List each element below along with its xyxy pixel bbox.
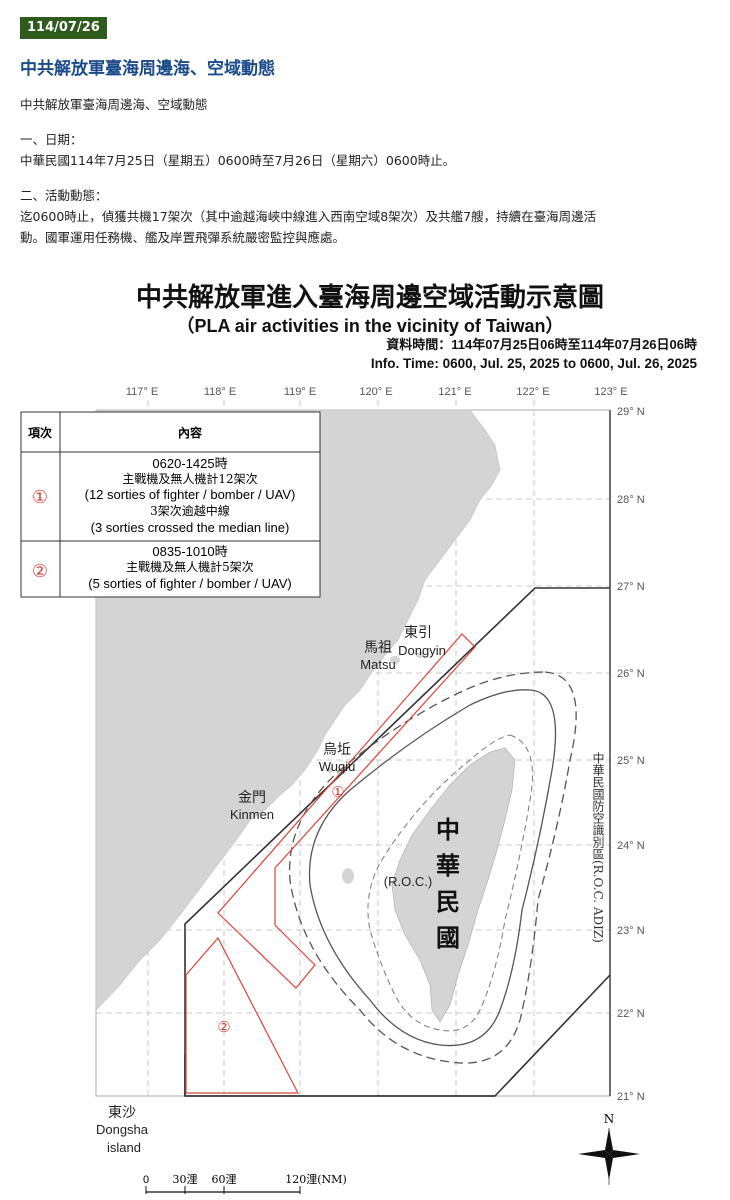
flight-area-1 [217,633,476,989]
roc-name-vertical: 中 華 民 國 [436,815,460,952]
dongsha-label-island: island [107,1140,141,1155]
legend-row1-zh2: 3架次逾越中線 [150,503,230,518]
roc-label-en: (R.O.C.) [384,874,432,889]
lat-label: 28° N [617,494,645,506]
taiwan-island [391,747,516,1023]
scale-label: 30浬 [173,1173,198,1186]
lat-label: 27° N [617,581,645,593]
lon-label: 120° E [359,386,392,398]
flight-area-2 [185,936,299,1094]
roc-char: 中 [436,815,460,844]
date-badge: 114/07/26 [20,17,107,39]
latitude-labels: 29° N 28° N 27° N 26° N 25° N 24° N 23° … [617,406,645,1103]
longitude-labels: 117° E 118° E 119° E 120° E 121° E 122° … [126,386,628,398]
matsu-label-en: Matsu [360,657,395,672]
roc-char: 國 [436,923,460,952]
north-compass-icon: N [578,1112,640,1185]
adiz-label: 中華民國防空識別區(R.O.C. ADIZ) [591,751,605,943]
date-heading: 一、日期： [20,132,83,147]
flight-area-2-marker: ② [217,1018,230,1036]
dongyin-label-zh: 東引 [404,625,432,641]
lon-label: 118° E [204,386,236,398]
activity-text-line2: 動。國軍運用任務機、艦及岸置飛彈系統嚴密監控與應處。 [20,230,346,245]
wuqiu-label-en: Wuqiu [319,759,356,774]
zone-lines [184,410,611,1097]
roc-char: 民 [436,887,460,916]
dongsha-label-zh: 東沙 [108,1105,136,1121]
legend-row1-en2: (3 sorties crossed the median line) [91,520,290,535]
lon-label: 119° E [284,386,316,398]
flight-area-1-marker: ① [331,783,344,801]
page-title: 中共解放軍臺海周邊海、空域動態 [20,59,275,79]
map-info-time-en: Info. Time: 0600, Jul. 25, 2025 to 0600,… [371,356,698,371]
map-info-time-zh: 資料時間：114年07月25日06時至114年07月26日06時 [386,337,697,352]
coastal-islands [233,652,424,824]
dongsha-label-en: Dongsha [96,1122,149,1137]
lon-label: 121° E [438,386,471,398]
lat-label: 29° N [617,406,645,418]
compass-north-label: N [604,1112,615,1126]
lat-label: 26° N [617,668,645,680]
flight-areas [185,633,476,1094]
legend-row1-en: (12 sorties of fighter / bomber / UAV) [85,487,296,502]
lat-label: 24° N [617,840,645,852]
matsu-label-zh: 馬祖 [364,640,392,656]
kinmen-label-en: Kinmen [230,807,274,822]
legend-table: 項次 內容 ① 0620-1425時 主戰機及無人機計12架次 (12 sort… [20,411,321,598]
map-title-zh: 中共解放軍進入臺海周邊空域活動示意圖 [136,282,604,313]
lat-label: 21° N [617,1091,645,1103]
kinmen-label-zh: 金門 [238,790,266,806]
roc-char: 華 [436,851,460,880]
legend-row1-zh: 主戰機及無人機計12架次 [122,471,257,486]
scale-label: 120浬(NM) [285,1173,346,1186]
scale-label: 60浬 [212,1173,237,1186]
lon-label: 123° E [594,386,627,398]
lat-label: 25° N [617,755,645,767]
date-text: 中華民國114年7月25日（星期五）0600時至7月26日（星期六）0600時止… [20,153,456,168]
legend-row2-zh: 主戰機及無人機計5架次 [126,559,254,574]
lat-label: 22° N [617,1008,645,1020]
dongyin-label-en: Dongyin [398,643,446,658]
place-labels: 東引 Dongyin 馬祖 Matsu 烏坵 Wuqiu 金門 Kinmen (… [96,625,446,1155]
scale-label: 0 [143,1174,149,1186]
scale-bar: 0 30浬 60浬 120浬(NM) [143,1173,347,1194]
wuqiu-label-zh: 烏坵 [323,741,351,758]
lon-label: 122° E [516,386,549,398]
map-title-en: （PLA air activities in the vicinity of T… [176,316,563,336]
legend-header-content: 內容 [178,425,202,440]
activity-text-line1: 迄0600時止，偵獲共機17架次（其中逾越海峽中線進入西南空域8架次）及共艦7艘… [20,209,597,224]
legend-row2-time: 0835-1010時 [152,544,227,559]
legend-row2-en: (5 sorties of fighter / bomber / UAV) [88,576,292,591]
pla-activity-map: 中共解放軍進入臺海周邊空域活動示意圖 （PLA air activities i… [20,282,698,1194]
lat-label: 23° N [617,925,645,937]
legend-row2-marker: ② [32,561,48,582]
lon-label: 117° E [126,386,158,398]
legend-row1-time: 0620-1425時 [152,456,227,471]
legend-header-item: 項次 [28,425,52,440]
legend-row1-marker: ① [32,487,48,508]
article-subtitle: 中共解放軍臺海周邊海、空域動態 [20,97,208,112]
activity-heading: 二、活動動態： [20,188,108,203]
